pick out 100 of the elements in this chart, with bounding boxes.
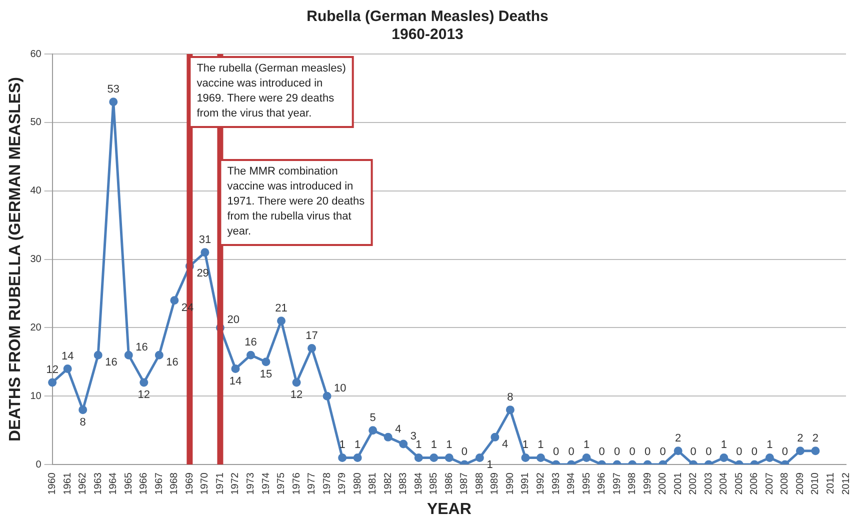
data-label: 1 [416, 439, 422, 452]
data-label: 1 [522, 439, 529, 452]
x-tick-label: 2007 [764, 472, 776, 495]
x-tick-label: 2011 [825, 472, 836, 494]
data-label: 5 [370, 412, 376, 424]
x-tick-label: 1974 [260, 472, 272, 495]
x-tick-label: 1982 [382, 472, 394, 495]
point [490, 432, 500, 442]
data-label: 0 [629, 446, 636, 458]
point [796, 446, 804, 456]
x-tick-label: 2010 [810, 472, 822, 495]
x-tick-label: 1975 [276, 472, 288, 495]
point [674, 446, 682, 456]
x-tick-label: 1979 [337, 472, 348, 495]
data-label: 8 [80, 416, 86, 428]
data-label: 1 [720, 439, 727, 452]
point [262, 358, 270, 366]
data-label: 20 [227, 314, 240, 326]
data-label: 16 [244, 336, 257, 349]
x-axis-title: YEAR [426, 500, 472, 518]
x-tick-label: 1962 [78, 472, 89, 495]
point [200, 248, 210, 257]
point [720, 453, 728, 462]
point [78, 406, 88, 414]
point [475, 453, 484, 462]
data-label: 1 [486, 459, 493, 472]
x-tick-label: 1983 [398, 472, 410, 495]
x-tick-label: 1964 [108, 472, 120, 495]
x-tick-label: 1986 [444, 472, 455, 495]
x-tick-label: 1985 [428, 472, 440, 495]
point [246, 350, 255, 360]
point [308, 344, 316, 352]
chart-title: Rubella (German Measles) Deaths [306, 8, 548, 26]
x-tick-label: 2009 [794, 472, 806, 495]
x-tick-label: 2005 [734, 472, 745, 495]
x-tick-label: 1994 [566, 472, 578, 495]
data-label: 1 [339, 439, 346, 452]
data-label: 1 [430, 439, 437, 452]
x-tick-label: 1965 [123, 472, 134, 495]
y-tick-label: 0 [36, 459, 42, 470]
x-tick-label: 1992 [535, 472, 546, 495]
x-tick-label: 1973 [245, 472, 256, 495]
data-label: 16 [105, 356, 118, 369]
data-label: 53 [107, 83, 120, 96]
data-label: 1 [583, 439, 590, 452]
ref-line-label: The MMR combination vaccine was introduced in 1971. There were 20 deaths from the rubella virus that year. [227, 166, 366, 238]
data-label: 29 [196, 268, 209, 280]
point [124, 350, 133, 360]
x-tick-label: 2002 [688, 472, 700, 495]
data-label: 0 [598, 446, 605, 458]
point [231, 364, 240, 374]
data-label: 0 [660, 446, 666, 458]
x-tick-label: 1981 [368, 472, 379, 495]
data-label: 0 [751, 446, 758, 458]
point [109, 98, 118, 106]
y-axis-title: DEATHS FROM RUBELLA (GERMAN MEASLES) [7, 77, 24, 442]
data-label: 4 [502, 438, 508, 451]
x-tick-label: 2012 [840, 472, 852, 495]
data-label: 0 [690, 446, 696, 458]
x-tick-label: 1960 [47, 472, 58, 495]
x-tick-label: 1969 [184, 472, 196, 495]
x-tick-label: 1991 [520, 472, 532, 495]
x-tick-label: 1989 [490, 472, 501, 495]
point [368, 426, 378, 435]
point [322, 392, 332, 400]
x-tick-label: 1970 [200, 472, 211, 495]
x-tick-label: 1996 [596, 472, 608, 495]
x-tick-label: 1998 [627, 472, 638, 495]
chart-subtitle: 1960-2013 [392, 26, 464, 44]
y-tick-label: 60 [30, 48, 42, 60]
x-tick-label: 1984 [413, 472, 424, 495]
point [94, 350, 102, 360]
data-label: 21 [275, 302, 288, 314]
point [536, 453, 545, 462]
data-label: 0 [736, 446, 742, 458]
x-tick-label: 1972 [230, 472, 242, 495]
data-label: 0 [461, 446, 468, 458]
data-label: 0 [706, 446, 712, 458]
x-tick-label: 1995 [581, 472, 592, 495]
x-tick-label: 1967 [154, 472, 165, 495]
data-label: 2 [812, 432, 819, 444]
data-label: 1 [446, 439, 452, 452]
point [582, 453, 591, 462]
data-label: 4 [395, 424, 402, 436]
data-label: 16 [136, 342, 148, 354]
data-label: 8 [507, 391, 514, 404]
point [48, 378, 57, 387]
x-tick-label: 1961 [62, 472, 74, 495]
point [444, 453, 454, 462]
point [154, 350, 164, 360]
data-label: 17 [306, 330, 318, 342]
data-label: 12 [290, 388, 303, 401]
data-label: 14 [61, 350, 74, 362]
data-label: 1 [766, 439, 773, 452]
data-label: 2 [797, 432, 804, 444]
data-label: 3 [410, 430, 416, 443]
x-tick-label: 2001 [672, 472, 684, 495]
x-tick-label: 1997 [612, 472, 623, 495]
y-tick-label: 30 [30, 254, 42, 266]
data-label: 0 [568, 446, 574, 458]
